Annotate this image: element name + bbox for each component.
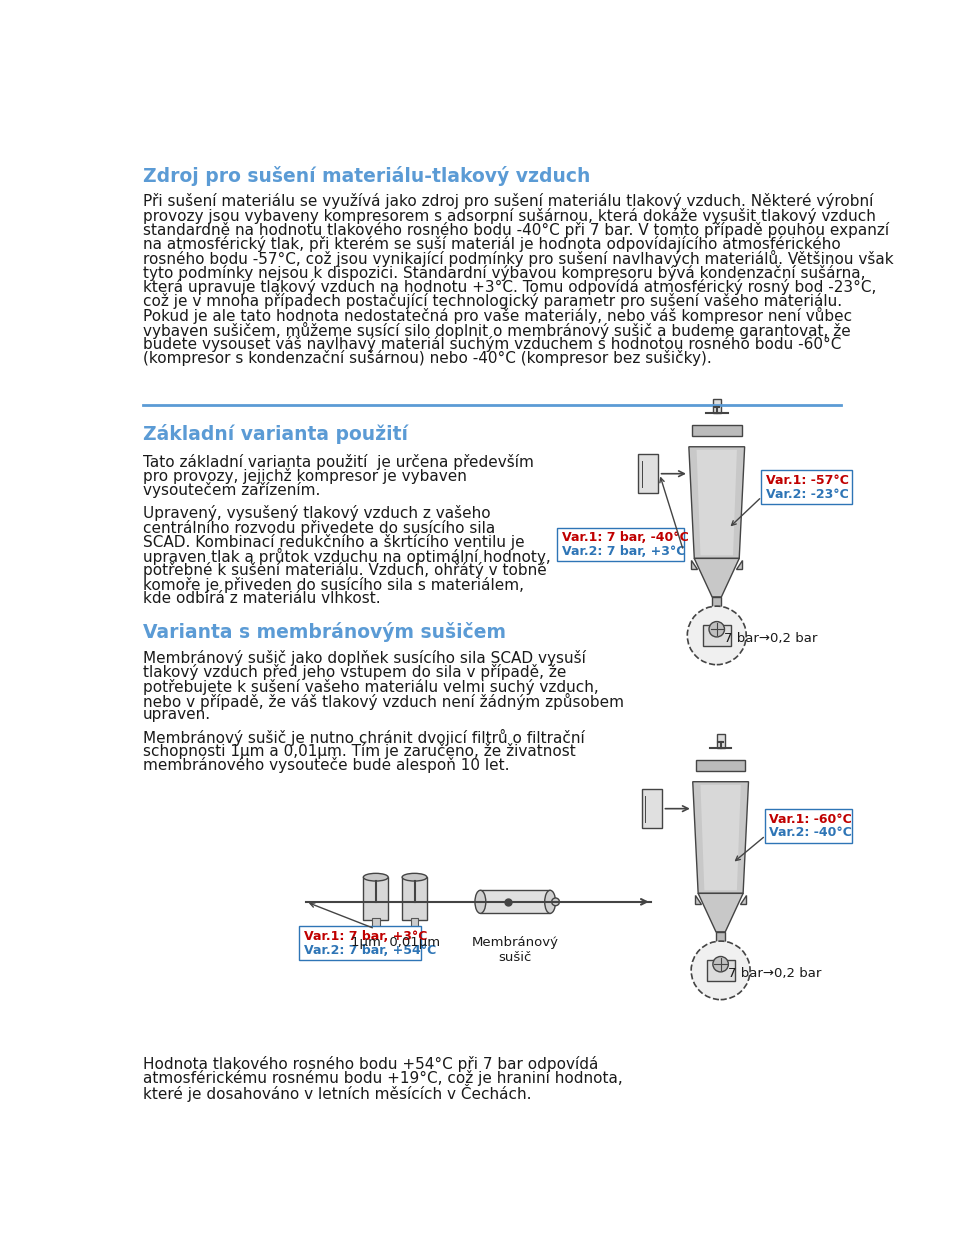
Text: upraven.: upraven. — [143, 708, 211, 721]
Text: atmosférickému rosnému bodu +19°C, což je hraniní hodnota,: atmosférickému rosnému bodu +19°C, což j… — [143, 1070, 623, 1087]
Text: Membránový
sušič: Membránový sušič — [471, 937, 559, 964]
Ellipse shape — [475, 890, 486, 913]
Text: kde odbírá z materiálu vlhkost.: kde odbírá z materiálu vlhkost. — [143, 590, 381, 606]
Text: na atmosférický tlak, při kterém se suší materiál je hodnota odpovídajícího atmo: na atmosférický tlak, při kterém se suší… — [143, 237, 841, 252]
Text: Membránový sušič jako doplňek susícího sila SCAD vysuší: Membránový sušič jako doplňek susícího s… — [143, 650, 587, 666]
Text: Membránový sušič je nutno chránit dvojicí filtrů o filtrační: Membránový sušič je nutno chránit dvojic… — [143, 729, 585, 745]
Bar — [703, 624, 731, 646]
Polygon shape — [736, 560, 742, 569]
Text: 7 bar→0,2 bar: 7 bar→0,2 bar — [729, 967, 822, 980]
Circle shape — [709, 622, 725, 637]
Text: Var.1: -60°C: Var.1: -60°C — [770, 812, 852, 826]
Text: vysoutečem zařízením.: vysoutečem zařízením. — [143, 482, 321, 499]
Text: Při sušení materiálu se využívá jako zdroj pro sušení materiálu tlakový vzduch. : Při sušení materiálu se využívá jako zdr… — [143, 194, 874, 209]
Polygon shape — [695, 895, 701, 904]
Text: Var.2: -23°C: Var.2: -23°C — [765, 487, 849, 501]
Text: 1μm  0,01μm: 1μm 0,01μm — [350, 937, 440, 949]
Text: tlakový vzduch před jeho vstupem do sila v případě, že: tlakový vzduch před jeho vstupem do sila… — [143, 665, 566, 680]
Text: Var.2: -40°C: Var.2: -40°C — [770, 826, 852, 840]
Bar — [402, 878, 427, 919]
Text: standardně na hodnotu tlakového rosného bodu -40°C při 7 bar. V tomto případě po: standardně na hodnotu tlakového rosného … — [143, 222, 889, 238]
Text: Var.2: 7 bar, +3°C: Var.2: 7 bar, +3°C — [562, 545, 685, 558]
Text: Var.1: 7 bar, +3°C: Var.1: 7 bar, +3°C — [303, 930, 427, 943]
Polygon shape — [740, 895, 746, 904]
Bar — [363, 878, 388, 919]
Text: Základní varianta použití: Základní varianta použití — [143, 424, 408, 444]
Polygon shape — [691, 560, 697, 569]
Text: tyto podmínky nejsou k dispozici. Standardní výbavou kompresoru bývá kondenzační: tyto podmínky nejsou k dispozici. Standa… — [143, 264, 866, 281]
Text: což je v mnoha případech postačující technologický parametr pro sušení vašeho ma: což je v mnoha případech postačující tec… — [143, 293, 842, 310]
Bar — [372, 918, 379, 929]
Polygon shape — [689, 447, 745, 559]
Bar — [692, 426, 741, 436]
Text: pro provozy, jejichž kompresor je vybaven: pro provozy, jejichž kompresor je vybave… — [143, 468, 468, 483]
Text: Var.1: -57°C: Var.1: -57°C — [765, 473, 849, 487]
Circle shape — [691, 940, 750, 1000]
FancyBboxPatch shape — [299, 927, 420, 961]
Text: rosného bodu -57°C, což jsou vynikající podmínky pro sušení navlhavých materiálů: rosného bodu -57°C, což jsou vynikající … — [143, 251, 894, 267]
Text: provozy jsou vybaveny kompresorem s adsorpní sušárnou, která dokáže vysušit tlak: provozy jsou vybaveny kompresorem s adso… — [143, 208, 876, 224]
Bar — [713, 399, 721, 413]
Circle shape — [713, 957, 729, 972]
Ellipse shape — [363, 874, 388, 881]
Text: Var.2: 7 bar, +54°C: Var.2: 7 bar, +54°C — [303, 944, 436, 957]
Bar — [638, 454, 658, 494]
Polygon shape — [693, 782, 749, 894]
Polygon shape — [701, 784, 741, 890]
Text: potřebujete k sušení vašeho materiálu velmi suchý vzduch,: potřebujete k sušení vašeho materiálu ve… — [143, 679, 599, 695]
Bar — [717, 734, 725, 748]
Bar — [696, 760, 745, 771]
Text: Varianta s membránovým sušičem: Varianta s membránovým sušičem — [143, 622, 506, 642]
Text: (kompresor s kondenzační sušárnou) nebo -40°C (kompresor bez sušičky).: (kompresor s kondenzační sušárnou) nebo … — [143, 350, 712, 366]
Polygon shape — [697, 449, 737, 555]
Bar — [707, 959, 734, 981]
Text: centrálního rozvodu přivedete do susícího sila: centrálního rozvodu přivedete do susícíh… — [143, 520, 495, 535]
Bar — [411, 918, 419, 929]
Text: Hodnota tlakového rosného bodu +54°C při 7 bar odpovídá: Hodnota tlakového rosného bodu +54°C při… — [143, 1056, 599, 1071]
FancyBboxPatch shape — [761, 470, 852, 504]
Text: Pokud je ale tato hodnota nedostatečná pro vaše materiály, nebo váš kompresor ne: Pokud je ale tato hodnota nedostatečná p… — [143, 307, 852, 325]
FancyBboxPatch shape — [557, 528, 684, 562]
Text: Var.1: 7 bar, -40°C: Var.1: 7 bar, -40°C — [562, 531, 688, 544]
Bar — [480, 890, 550, 913]
Text: upraven tlak a průtok vzduchu na optimální hodnoty,: upraven tlak a průtok vzduchu na optimál… — [143, 548, 551, 565]
Text: membránového vysouteče bude alespoň 10 let.: membránového vysouteče bude alespoň 10 l… — [143, 757, 510, 773]
Bar — [642, 789, 661, 828]
Text: schopnosti 1μm a 0,01μm. Tím je zaručeno, že živatnost: schopnosti 1μm a 0,01μm. Tím je zaručeno… — [143, 743, 576, 759]
Ellipse shape — [402, 874, 427, 881]
Bar — [716, 932, 725, 946]
Polygon shape — [694, 559, 739, 597]
Text: Upravený, vysušený tlakový vzduch z vašeho: Upravený, vysušený tlakový vzduch z vaše… — [143, 505, 491, 521]
Text: Tato základní varianta použití  je určena především: Tato základní varianta použití je určena… — [143, 453, 534, 470]
Bar — [712, 597, 721, 611]
Text: 7 bar→0,2 bar: 7 bar→0,2 bar — [725, 632, 818, 645]
Text: která upravuje tlakový vzduch na hodnotu +3°C. Tomu odpovídá atmosférický rosný : která upravuje tlakový vzduch na hodnotu… — [143, 279, 876, 295]
Polygon shape — [698, 894, 743, 932]
Ellipse shape — [544, 890, 556, 913]
Text: nebo v případě, že váš tlakový vzduch není žádným způsobem: nebo v případě, že váš tlakový vzduch ne… — [143, 692, 624, 710]
Bar — [713, 954, 729, 958]
Text: komoře je přiveden do susícího sila s materiálem,: komoře je přiveden do susícího sila s ma… — [143, 577, 524, 593]
Text: budete vysouset váš navlhavý materiál suchým vzduchem s hodnotou rosného bodu -6: budete vysouset váš navlhavý materiál su… — [143, 336, 842, 351]
Bar — [709, 619, 725, 623]
Text: které je dosahováno v letních měsících v Čechách.: které je dosahováno v letních měsících v… — [143, 1084, 532, 1103]
Text: vybaven sušičem, můžeme susící silo doplnit o membránový sušič a budeme garantov: vybaven sušičem, můžeme susící silo dopl… — [143, 321, 851, 339]
Text: Zdroj pro sušení materiálu-tlakový vzduch: Zdroj pro sušení materiálu-tlakový vzduc… — [143, 166, 590, 186]
FancyBboxPatch shape — [765, 808, 852, 842]
Circle shape — [552, 898, 560, 905]
Circle shape — [687, 606, 746, 665]
Text: potřebné k sušení materiálu. Vzduch, ohřátý v tobné: potřebné k sušení materiálu. Vzduch, ohř… — [143, 563, 547, 578]
Text: SCAD. Kombinací redukčního a škrtícího ventilu je: SCAD. Kombinací redukčního a škrtícího v… — [143, 534, 525, 550]
